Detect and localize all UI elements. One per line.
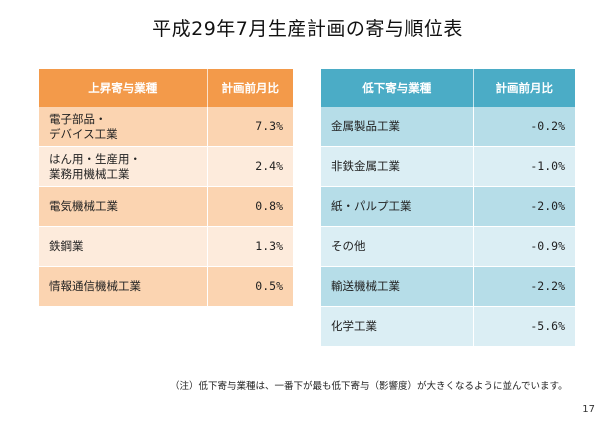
table-row: 化学工業 -5.6% [321, 306, 575, 347]
mom-value-cell: 2.4% [206, 146, 293, 187]
industry-label: 化学工業 [331, 319, 377, 333]
table-row: はん用・生産用・ 業務用機械工業 2.4% [39, 146, 293, 187]
mom-value-cell: -2.2% [472, 266, 575, 307]
industry-cell: その他 [321, 226, 473, 267]
mom-value-cell: -5.6% [472, 306, 575, 347]
column-header-industry: 低下寄与業種 [321, 69, 474, 107]
table-row: 鉄鋼業 1.3% [39, 226, 293, 267]
industry-cell: 情報通信機械工業 [39, 266, 207, 307]
industry-cell: 電気機械工業 [39, 186, 207, 227]
falling-contribution-table: 低下寄与業種 計画前月比 金属製品工業 -0.2% 非鉄金属工業 -1.0% 紙・パルプ… [321, 69, 575, 347]
industry-cell: はん用・生産用・ 業務用機械工業 [39, 146, 207, 187]
industry-cell: 輸送機械工業 [321, 266, 473, 307]
column-header-industry: 上昇寄与業種 [39, 69, 208, 107]
industry-label: その他 [331, 239, 366, 253]
mom-value-cell: -1.0% [472, 146, 575, 187]
industry-label: デバイス工業 [49, 126, 118, 141]
mom-value-cell: 7.3% [206, 107, 293, 147]
column-header-mom: 計画前月比 [473, 69, 575, 107]
table-row: 電子部品・ デバイス工業 7.3% [39, 107, 293, 147]
table-row: 輸送機械工業 -2.2% [321, 266, 575, 307]
industry-label: 輸送機械工業 [331, 279, 400, 293]
table-header-row: 上昇寄与業種 計画前月比 [39, 69, 293, 107]
industry-label: はん用・生産用・ [49, 151, 141, 166]
footnote: （注）低下寄与業種は、一番下が最も低下寄与（影響度）が大きくなるように並んでいま… [170, 381, 568, 392]
industry-label: 紙・パルプ工業 [331, 199, 412, 213]
table-row: 電気機械工業 0.8% [39, 186, 293, 227]
rising-contribution-table: 上昇寄与業種 計画前月比 電子部品・ デバイス工業 7.3% はん用・生産用・ 業務用機… [39, 69, 293, 307]
industry-label: 鉄鋼業 [49, 239, 84, 253]
mom-value-cell: 0.5% [206, 266, 293, 307]
industry-label: 金属製品工業 [331, 119, 400, 133]
table-row: 紙・パルプ工業 -2.0% [321, 186, 575, 227]
industry-cell: 化学工業 [321, 306, 473, 347]
industry-label: 非鉄金属工業 [331, 159, 400, 173]
mom-value-cell: -2.0% [472, 186, 575, 227]
table-row: 非鉄金属工業 -1.0% [321, 146, 575, 187]
industry-cell: 非鉄金属工業 [321, 146, 473, 187]
industry-label: 電子部品・ [49, 111, 107, 126]
page-number: 17 [582, 404, 595, 415]
mom-value-cell: 1.3% [206, 226, 293, 267]
industry-label: 情報通信機械工業 [49, 279, 141, 293]
industry-cell: 鉄鋼業 [39, 226, 207, 267]
page-title: 平成29年7月生産計画の寄与順位表 [152, 18, 463, 40]
industry-label: 業務用機械工業 [49, 166, 130, 181]
industry-cell: 紙・パルプ工業 [321, 186, 473, 227]
mom-value-cell: 0.8% [206, 186, 293, 227]
industry-label: 電気機械工業 [49, 199, 118, 213]
column-header-mom: 計画前月比 [207, 69, 293, 107]
table-row: その他 -0.9% [321, 226, 575, 267]
industry-cell: 電子部品・ デバイス工業 [39, 107, 207, 147]
table-header-row: 低下寄与業種 計画前月比 [321, 69, 575, 107]
table-row: 情報通信機械工業 0.5% [39, 266, 293, 307]
table-row: 金属製品工業 -0.2% [321, 107, 575, 147]
mom-value-cell: -0.9% [472, 226, 575, 267]
industry-cell: 金属製品工業 [321, 107, 473, 147]
mom-value-cell: -0.2% [472, 107, 575, 147]
